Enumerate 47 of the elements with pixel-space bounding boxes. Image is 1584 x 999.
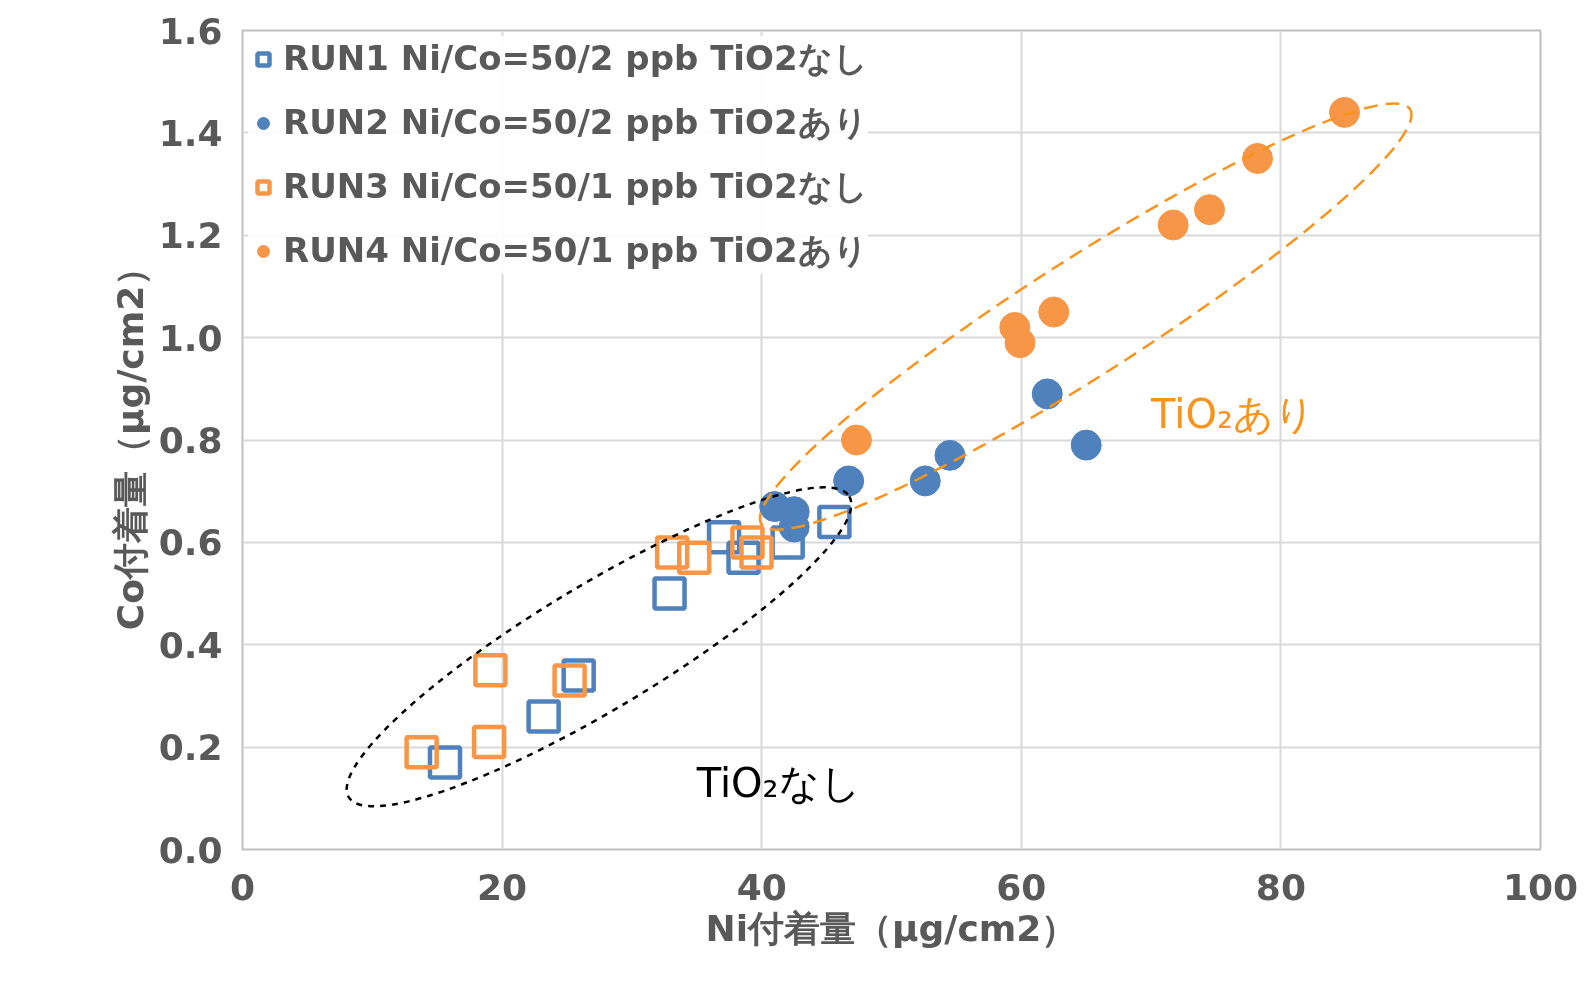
x-tick-label: 20 bbox=[477, 866, 528, 908]
point bbox=[817, 504, 852, 540]
point bbox=[526, 699, 561, 734]
y-tick-label: 1.2 bbox=[158, 215, 223, 257]
point bbox=[833, 465, 865, 497]
point bbox=[934, 439, 966, 471]
x-tick-label: 80 bbox=[1255, 866, 1306, 908]
legend-label: RUN3 Ni/Co=50/1 ppb TiO2なし bbox=[283, 165, 868, 208]
y-tick-label: 0.4 bbox=[158, 624, 223, 666]
point bbox=[1194, 194, 1226, 226]
point bbox=[909, 465, 941, 497]
x-tick-label: 40 bbox=[736, 866, 787, 908]
point bbox=[739, 535, 774, 570]
y-tick-label: 0.6 bbox=[158, 522, 223, 564]
y-tick-label: 0.8 bbox=[158, 420, 223, 461]
legend-label: RUN2 Ni/Co=50/2 ppb TiO2あり bbox=[283, 101, 868, 144]
point bbox=[1242, 143, 1274, 174]
annotation: TiO₂なし bbox=[695, 759, 861, 806]
point bbox=[676, 540, 712, 575]
legend-label: RUN4 Ni/Co=50/1 ppb TiO2あり bbox=[283, 229, 868, 272]
point bbox=[1157, 209, 1189, 241]
x-tick-label: 100 bbox=[1502, 866, 1579, 908]
x-tick-label: 60 bbox=[996, 866, 1047, 908]
y-tick-label: 1.4 bbox=[158, 112, 223, 154]
point bbox=[561, 658, 596, 693]
point bbox=[427, 745, 463, 780]
point bbox=[1070, 429, 1102, 461]
point bbox=[730, 525, 765, 560]
annotation: TiO₂あり bbox=[1150, 391, 1315, 438]
point bbox=[1038, 296, 1070, 328]
point bbox=[473, 653, 508, 688]
y-tick-label: 0.2 bbox=[158, 727, 223, 769]
y-axis-title: Co付着量（µg/cm2） bbox=[109, 249, 151, 631]
point bbox=[552, 663, 587, 698]
y-tick-label: 1.0 bbox=[158, 317, 223, 359]
point bbox=[840, 424, 872, 456]
point bbox=[1329, 96, 1360, 128]
legend-label: RUN1 Ni/Co=50/2 ppb TiO2なし bbox=[283, 37, 868, 80]
point bbox=[404, 734, 439, 770]
y-tick-label: 1.6 bbox=[158, 10, 223, 52]
point bbox=[654, 535, 690, 570]
point bbox=[1031, 378, 1063, 410]
x-axis-title: Ni付着量（µg/cm2） bbox=[705, 907, 1078, 949]
point bbox=[652, 576, 687, 611]
y-tick-label: 0.0 bbox=[158, 829, 223, 871]
x-tick-label: 0 bbox=[229, 866, 256, 908]
point bbox=[471, 724, 507, 760]
